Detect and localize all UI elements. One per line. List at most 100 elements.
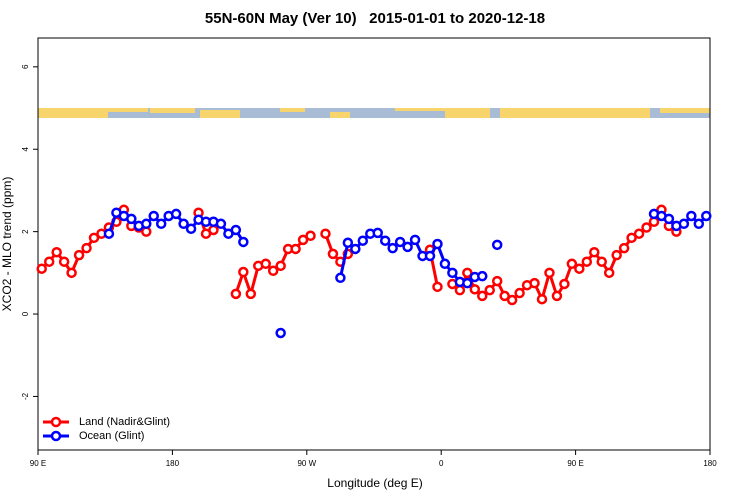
point <box>387 242 398 254</box>
point <box>574 263 585 274</box>
point <box>603 267 615 279</box>
point <box>88 232 100 244</box>
point <box>499 290 510 302</box>
y-tick-label: 0 <box>21 311 30 316</box>
point <box>230 288 242 300</box>
point <box>462 267 473 279</box>
point <box>350 243 361 255</box>
point <box>469 284 481 295</box>
point <box>170 208 182 220</box>
point <box>275 260 286 272</box>
y-tick-label: 4 <box>21 146 30 151</box>
x-tick-label: 180 <box>703 459 717 468</box>
point <box>245 288 257 300</box>
point <box>439 258 451 270</box>
chart-title: 55N-60N May (Ver 10) 2015-01-01 to 2020-… <box>205 10 545 27</box>
x-tick-label: 0 <box>439 459 444 468</box>
x-axis-label: Longitude (deg E) <box>327 476 422 490</box>
point <box>372 227 383 239</box>
point <box>297 234 309 246</box>
point <box>536 293 548 305</box>
point <box>559 278 570 290</box>
legend-label: Land (Nadir&Glint) <box>79 416 170 428</box>
point <box>454 284 466 296</box>
point <box>51 246 62 258</box>
point <box>305 230 316 242</box>
point <box>357 235 369 246</box>
point <box>424 250 436 262</box>
y-tick-label: -2 <box>21 392 30 400</box>
point <box>611 249 622 261</box>
point <box>215 218 227 230</box>
point <box>514 287 525 299</box>
point <box>701 210 712 222</box>
point <box>238 236 249 248</box>
legend-label: Ocean (Glint) <box>79 430 144 442</box>
point <box>36 263 47 274</box>
point <box>260 258 271 270</box>
point <box>66 267 77 279</box>
point <box>447 267 458 279</box>
point <box>148 210 159 222</box>
x-tick-label: 90 W <box>297 459 316 468</box>
point <box>506 294 518 306</box>
point <box>208 224 219 236</box>
point <box>529 277 540 289</box>
point <box>551 290 563 302</box>
point <box>432 281 443 293</box>
point <box>342 237 354 249</box>
point <box>663 213 675 225</box>
point <box>178 218 189 230</box>
point <box>678 218 690 230</box>
point <box>626 232 637 244</box>
point <box>81 242 92 254</box>
point <box>230 224 242 236</box>
point <box>103 228 115 239</box>
point <box>596 256 607 267</box>
legend-marker <box>50 430 62 442</box>
point <box>432 238 443 250</box>
point <box>693 218 705 230</box>
point <box>462 277 473 289</box>
point <box>58 256 70 267</box>
point <box>641 222 652 233</box>
point <box>327 248 339 260</box>
point <box>477 290 488 302</box>
x-tick-label: 180 <box>166 459 180 468</box>
point <box>409 234 421 246</box>
point <box>566 258 578 270</box>
y-tick-label: 6 <box>21 64 30 69</box>
point <box>402 241 413 253</box>
point <box>267 265 279 277</box>
y-axis-label: XCO2 - MLO trend (ppm) <box>0 177 14 312</box>
point <box>491 275 503 287</box>
point <box>484 284 495 296</box>
x-tick-label: 90 E <box>567 459 583 468</box>
point <box>633 228 645 239</box>
point <box>290 243 301 255</box>
point <box>335 272 346 284</box>
plot-frame <box>37 37 711 451</box>
point <box>73 249 85 261</box>
point <box>477 270 488 282</box>
y-tick-label: 2 <box>21 229 30 234</box>
x-tick-label: 90 E <box>30 459 46 468</box>
point <box>686 210 697 222</box>
point <box>589 246 600 258</box>
point <box>43 256 55 267</box>
point <box>618 242 630 254</box>
legend-marker <box>50 416 62 428</box>
point <box>379 235 391 246</box>
map-strip <box>38 108 710 118</box>
point <box>141 218 152 230</box>
point <box>544 267 555 279</box>
point <box>491 239 503 251</box>
point <box>238 266 249 278</box>
point <box>185 223 197 235</box>
point <box>126 213 137 225</box>
point <box>155 218 167 230</box>
point <box>394 236 406 248</box>
point <box>581 256 593 267</box>
point <box>320 228 331 239</box>
